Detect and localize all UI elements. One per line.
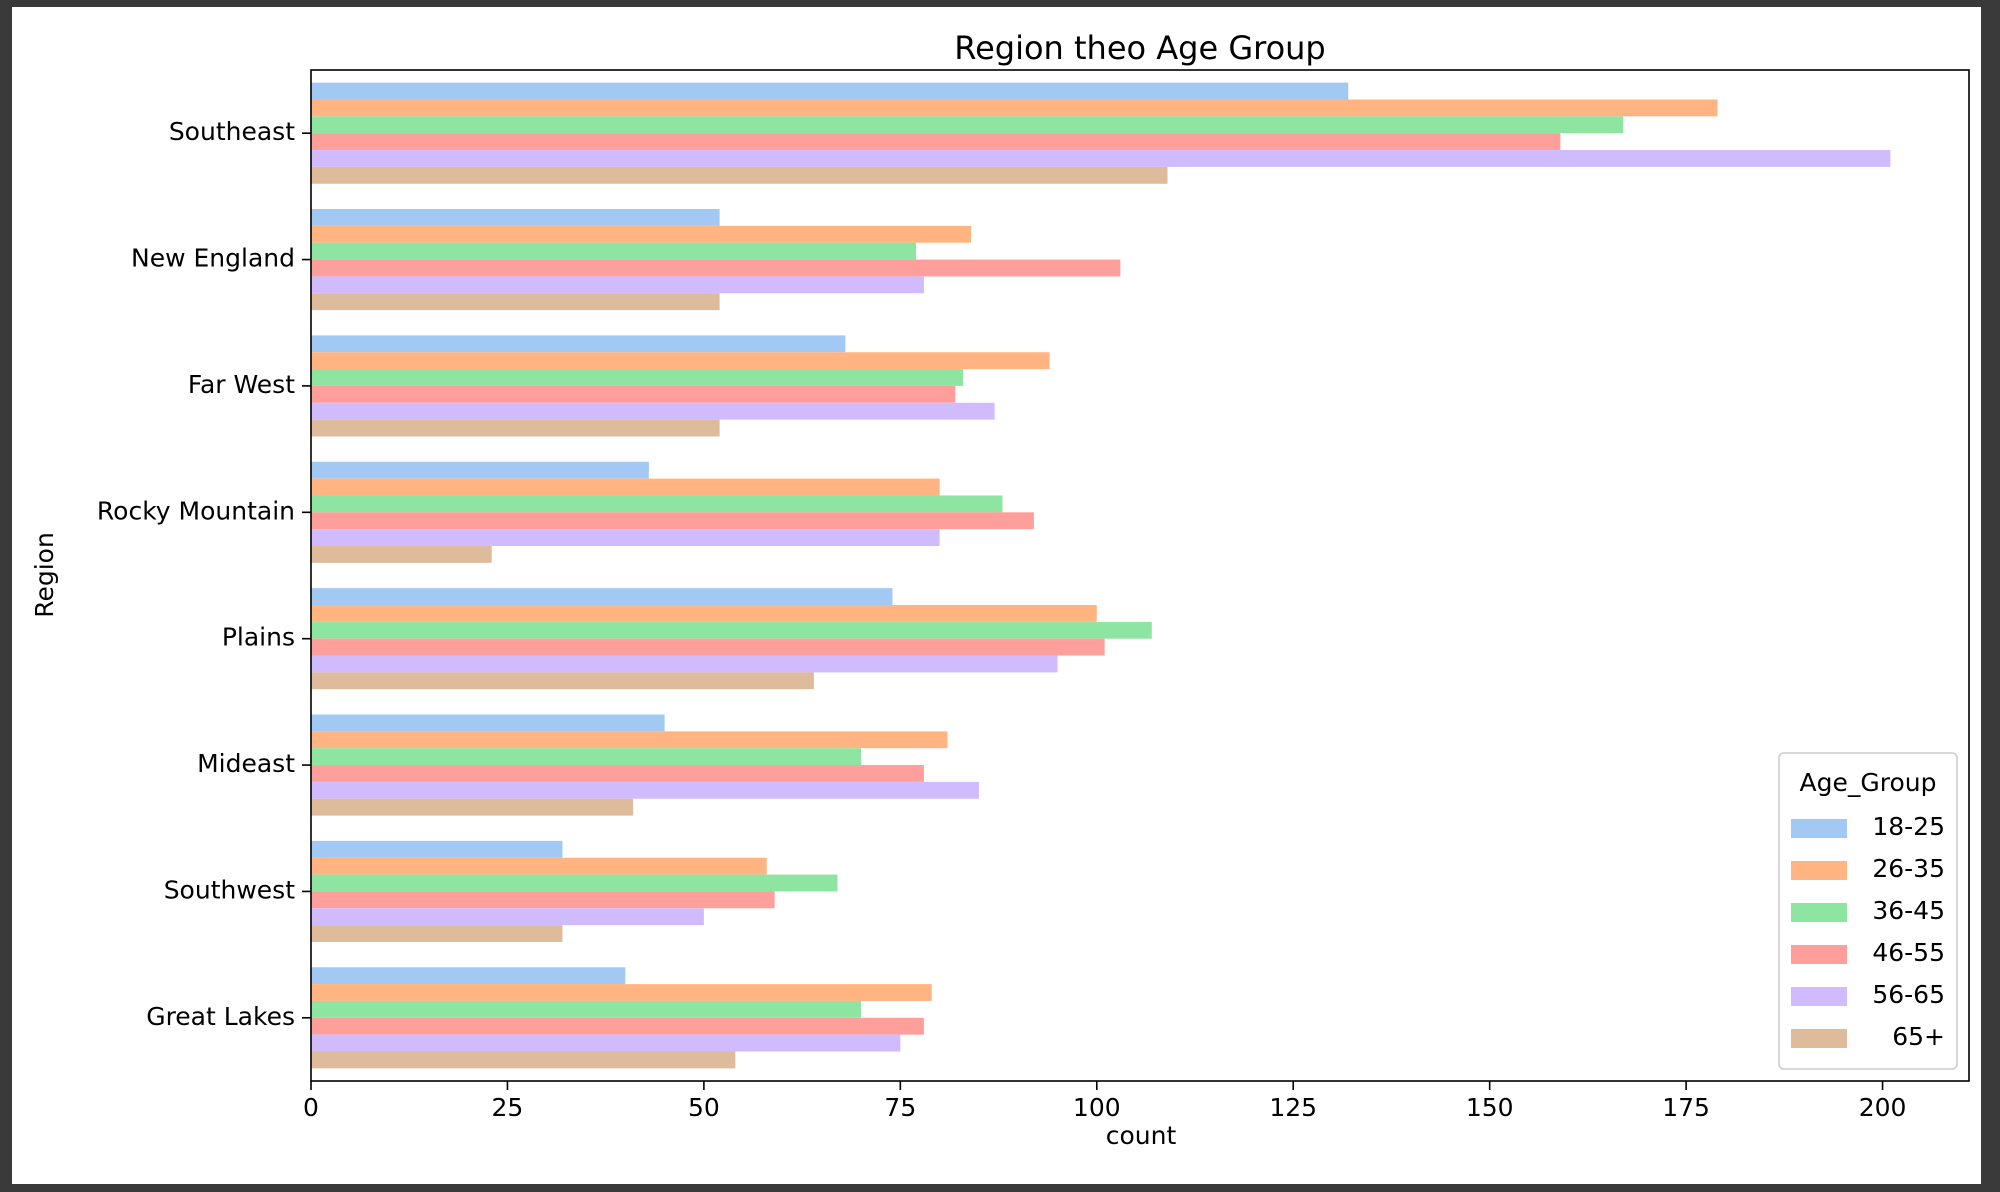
x-tick-label: 100 — [1073, 1093, 1121, 1122]
legend-swatch — [1791, 1029, 1847, 1048]
bar-rocky-mountain-36-45 — [311, 495, 1003, 513]
bar-mideast-36-45 — [311, 748, 862, 766]
bar-southwest-36-45 — [311, 874, 838, 892]
x-tick-label: 150 — [1466, 1093, 1514, 1122]
legend-label: 36-45 — [1872, 896, 1945, 925]
x-tick-label: 200 — [1859, 1093, 1907, 1122]
bar-plains-46-55 — [311, 638, 1105, 656]
legend-swatch — [1791, 861, 1847, 880]
bar-far-west-46-55 — [311, 385, 956, 403]
bar-mideast-46-55 — [311, 765, 924, 782]
bar-southwest-26-35 — [311, 857, 767, 875]
bar-southeast-56-65 — [311, 150, 1891, 167]
bar-southeast-65plus — [311, 166, 1168, 184]
legend-swatch — [1791, 819, 1847, 838]
bar-southwest-65plus — [311, 925, 563, 942]
y-tick-label: Plains — [222, 623, 295, 652]
bar-rocky-mountain-56-65 — [311, 529, 940, 547]
bar-southwest-18-25 — [311, 840, 563, 858]
bar-plains-56-65 — [311, 655, 1058, 673]
bar-new-england-26-35 — [311, 225, 972, 243]
legend-items: 18-25 26-35 36-45 46-55 56-65 65+ — [1791, 812, 1945, 1051]
bar-new-england-56-65 — [311, 276, 924, 294]
y-tick-label: Far West — [188, 370, 295, 399]
bar-far-west-18-25 — [311, 335, 846, 353]
bar-southeast-36-45 — [311, 116, 1624, 134]
chart-title: Region theo Age Group — [954, 29, 1325, 67]
bar-southwest-46-55 — [311, 891, 775, 909]
x-ticks-group: 0 25 50 75 100 125 150 175 200 — [303, 1081, 1906, 1122]
bar-rocky-mountain-18-25 — [311, 461, 649, 479]
bar-southwest-56-65 — [311, 908, 704, 926]
bar-southeast-46-55 — [311, 133, 1561, 151]
legend-title: Age_Group — [1800, 768, 1937, 797]
bar-mideast-65plus — [311, 798, 634, 816]
bar-mideast-56-65 — [311, 781, 979, 799]
bar-mideast-26-35 — [311, 731, 948, 749]
bar-plains-18-25 — [311, 588, 893, 605]
legend-swatch — [1791, 987, 1847, 1006]
x-tick-label: 125 — [1269, 1093, 1317, 1122]
bar-plains-36-45 — [311, 621, 1152, 639]
x-tick-label: 25 — [492, 1093, 524, 1122]
bar-rocky-mountain-46-55 — [311, 512, 1034, 530]
bar-plains-65plus — [311, 672, 814, 690]
legend-label: 46-55 — [1872, 938, 1945, 967]
x-tick-label: 175 — [1662, 1093, 1710, 1122]
legend-swatch — [1791, 945, 1847, 964]
x-tick-label: 75 — [884, 1093, 916, 1122]
y-tick-label: Great Lakes — [146, 1002, 295, 1031]
bar-great-lakes-46-55 — [311, 1017, 924, 1035]
y-ticks-group: Southeast New England Far West Rocky Mounta… — [97, 117, 311, 1031]
bar-rocky-mountain-65plus — [311, 546, 492, 563]
chart: Region theo Age Group Region count South… — [30, 29, 1970, 1150]
y-tick-label: Southeast — [169, 117, 295, 146]
legend-label: 56-65 — [1872, 980, 1945, 1009]
bar-great-lakes-26-35 — [311, 984, 932, 1001]
legend: Age_Group 18-25 26-35 36-45 46-55 56-65 65+ — [1778, 752, 1958, 1070]
y-axis-label: Region — [30, 532, 59, 618]
y-tick-label: Mideast — [197, 749, 295, 778]
bar-new-england-65plus — [311, 293, 720, 311]
x-tick-label: 50 — [688, 1093, 720, 1122]
bars-group — [311, 82, 1891, 1069]
legend-label: 18-25 — [1872, 812, 1945, 841]
bar-great-lakes-56-65 — [311, 1034, 901, 1052]
x-tick-label: 0 — [303, 1093, 319, 1122]
bar-plains-26-35 — [311, 604, 1097, 622]
legend-label: 65+ — [1892, 1022, 1945, 1051]
bar-southeast-18-25 — [311, 82, 1349, 100]
bar-far-west-36-45 — [311, 369, 964, 386]
bar-far-west-65plus — [311, 419, 720, 437]
legend-label: 26-35 — [1872, 854, 1945, 883]
legend-swatch — [1791, 903, 1847, 922]
x-axis-label: count — [1106, 1121, 1177, 1150]
bar-great-lakes-36-45 — [311, 1000, 862, 1018]
y-tick-label: Southwest — [164, 875, 296, 904]
bar-new-england-46-55 — [311, 259, 1121, 277]
bar-mideast-18-25 — [311, 714, 665, 732]
bar-far-west-56-65 — [311, 402, 995, 420]
plot-area-border — [310, 69, 1970, 1082]
bar-far-west-26-35 — [311, 352, 1050, 370]
bar-new-england-18-25 — [311, 209, 720, 226]
bar-great-lakes-65plus — [311, 1051, 736, 1069]
bar-great-lakes-18-25 — [311, 967, 626, 985]
y-tick-label: New England — [131, 244, 295, 273]
bar-southeast-26-35 — [311, 99, 1718, 117]
y-tick-label: Rocky Mountain — [97, 496, 295, 525]
bar-rocky-mountain-26-35 — [311, 478, 940, 496]
bar-new-england-36-45 — [311, 242, 917, 260]
chart-frame: Region theo Age Group Region count South… — [12, 7, 1981, 1184]
